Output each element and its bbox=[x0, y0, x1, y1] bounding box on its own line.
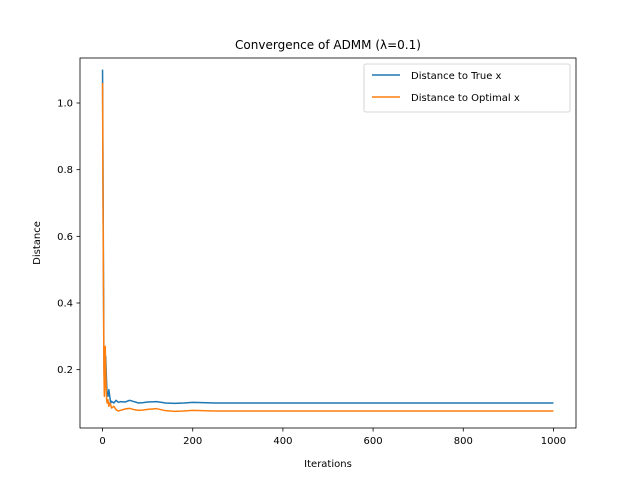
x-axis: 0 200 400 600 800 1000 bbox=[99, 428, 566, 447]
y-tick-label: 0.6 bbox=[57, 232, 73, 243]
x-tick-label: 800 bbox=[454, 436, 473, 447]
y-tick-label: 0.8 bbox=[57, 165, 73, 176]
chart-title: Convergence of ADMM (λ=0.1) bbox=[235, 38, 421, 52]
series-line-1 bbox=[101, 82, 554, 413]
x-tick-label: 400 bbox=[273, 436, 292, 447]
axes-frame bbox=[79, 57, 577, 429]
y-tick-label: 0.4 bbox=[57, 299, 73, 310]
x-tick-label: 0 bbox=[99, 436, 105, 447]
x-tick-label: 600 bbox=[364, 436, 383, 447]
x-tick-label: 1000 bbox=[541, 436, 566, 447]
y-axis-label: Distance bbox=[32, 221, 43, 265]
legend-box bbox=[363, 63, 571, 113]
plot-area: 0 200 400 600 800 1000 0.2 0.4 0.6 0.8 1.0 bbox=[57, 57, 577, 447]
y-tick-label: 1.0 bbox=[57, 99, 73, 110]
legend-label-true-x: Distance to True x bbox=[411, 71, 502, 82]
x-axis-label: Iterations bbox=[304, 459, 352, 470]
x-tick-label: 200 bbox=[183, 436, 202, 447]
y-axis: 0.2 0.4 0.6 0.8 1.0 bbox=[57, 99, 80, 376]
legend: Distance to True x Distance to Optimal x bbox=[363, 63, 571, 113]
legend-label-optimal-x: Distance to Optimal x bbox=[411, 93, 520, 104]
y-tick-label: 0.2 bbox=[57, 365, 73, 376]
series-layer bbox=[101, 69, 554, 413]
